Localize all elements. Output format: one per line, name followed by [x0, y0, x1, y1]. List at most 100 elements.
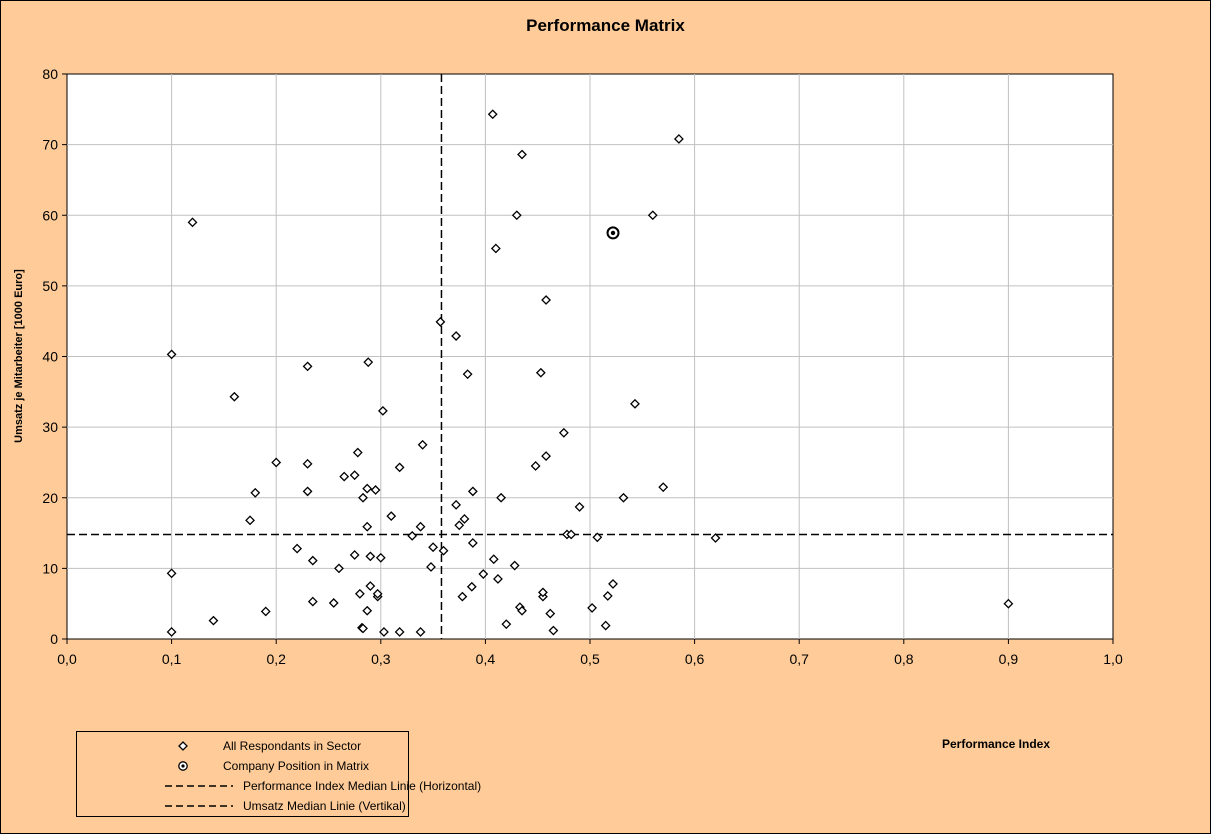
- respondant-point: [566, 529, 577, 540]
- respondant-point: [517, 149, 527, 160]
- legend-item-respondants: All Respondants in Sector: [77, 736, 407, 756]
- legend-item-median-horizontal: Performance Index Median Linie (Horizont…: [77, 776, 481, 796]
- respondant-point: [415, 521, 426, 532]
- respondant-point: [362, 483, 373, 494]
- respondant-point: [229, 391, 240, 402]
- x-tick-label: 0,2: [266, 651, 286, 667]
- x-tick-label: 0,8: [894, 651, 914, 667]
- respondant-point: [548, 625, 559, 636]
- respondant-point: [362, 605, 373, 616]
- respondant-point: [673, 134, 684, 144]
- respondant-point: [451, 499, 462, 510]
- respondant-point: [407, 530, 418, 541]
- respondant-point: [658, 482, 669, 493]
- respondant-point: [166, 568, 177, 579]
- respondant-point: [328, 598, 339, 608]
- respondant-point: [271, 457, 282, 468]
- respondant-point: [250, 487, 261, 498]
- x-tick-label: 0,6: [685, 651, 705, 667]
- y-axis-title: Umsatz je Mitarbeiter [1000 Euro]: [13, 269, 25, 443]
- respondant-point: [349, 470, 360, 481]
- x-tick-label: 0,3: [371, 651, 391, 667]
- y-tick-label: 30: [42, 419, 58, 435]
- respondant-point: [535, 367, 546, 378]
- respondant-point: [647, 210, 658, 221]
- respondant-point: [352, 447, 363, 458]
- respondant-point: [379, 627, 389, 637]
- y-tick-label: 80: [42, 66, 58, 82]
- respondant-point: [302, 486, 313, 497]
- reference-lines: [67, 74, 1113, 639]
- respondant-point: [574, 502, 585, 512]
- respondant-point: [454, 520, 465, 531]
- respondant-point: [493, 574, 503, 584]
- legend-diamond-marker: [178, 741, 188, 751]
- respondant-point: [511, 210, 522, 221]
- x-tick-label: 0,1: [162, 651, 182, 667]
- respondant-point: [457, 591, 468, 602]
- y-tick-label: 20: [42, 490, 58, 506]
- respondant-point: [541, 451, 551, 462]
- respondant-point: [365, 581, 376, 591]
- y-tick-label: 10: [42, 560, 58, 576]
- respondant-point: [1003, 598, 1014, 609]
- respondant-point: [307, 596, 318, 607]
- x-tick-label: 0,0: [57, 651, 77, 667]
- respondant-point: [435, 316, 446, 327]
- respondant-point: [260, 606, 271, 617]
- axes: 0,0 0,1 0,2 0,3 0,4 0,5 0,6 0,7 0,8 0,9 1,0 0 10 20 30…: [42, 66, 1123, 667]
- respondant-point: [558, 427, 569, 438]
- respondant-point: [245, 515, 255, 526]
- respondant-point: [602, 590, 613, 601]
- respondant-point: [541, 295, 551, 305]
- respondant-point: [370, 485, 381, 495]
- respondant-point: [459, 514, 470, 524]
- respondant-point: [710, 533, 721, 543]
- y-tick-label: 50: [42, 278, 58, 294]
- legend-label: Umsatz Median Linie (Vertikal): [243, 799, 406, 813]
- respondant-point: [467, 486, 478, 497]
- respondant-point: [630, 398, 640, 409]
- respondant-point: [415, 627, 426, 637]
- respondant-point: [478, 569, 489, 579]
- y-tick-label: 60: [42, 207, 58, 223]
- respondant-point: [302, 361, 313, 372]
- respondant-point: [417, 439, 428, 450]
- x-tick-label: 0,7: [789, 651, 809, 667]
- respondant-point: [587, 603, 598, 613]
- x-tick-label: 0,5: [580, 651, 600, 667]
- respondant-point: [372, 588, 383, 599]
- respondant-point: [394, 462, 405, 473]
- respondant-point: [538, 587, 548, 598]
- respondant-point: [339, 471, 350, 482]
- respondant-point: [462, 369, 473, 380]
- respondant-point: [490, 243, 501, 254]
- respondant-point: [618, 492, 629, 503]
- legend-item-median-vertical: Umsatz Median Linie (Vertikal): [77, 796, 407, 816]
- respondant-point: [208, 615, 219, 626]
- y-tick-label: 70: [42, 137, 58, 153]
- y-tick-label: 40: [42, 349, 58, 365]
- respondant-point: [608, 578, 618, 589]
- respondant-point: [166, 627, 177, 637]
- respondant-point: [530, 461, 541, 471]
- respondant-point: [358, 492, 368, 503]
- respondant-point: [386, 511, 397, 522]
- respondant-point: [428, 542, 439, 553]
- respondant-point: [377, 405, 388, 416]
- legend-dashed-line: [165, 785, 233, 787]
- y-tick-label: 0: [50, 631, 58, 647]
- respondant-point: [307, 555, 318, 566]
- company-position-point: [606, 226, 620, 240]
- respondant-point: [362, 521, 373, 532]
- respondant-point: [302, 458, 313, 469]
- legend-label: Performance Index Median Linie (Horizont…: [243, 779, 482, 793]
- x-axis-title: Performance Index: [941, 737, 1051, 751]
- respondant-point: [363, 357, 374, 368]
- respondant-point: [509, 560, 520, 571]
- respondant-point: [467, 538, 478, 548]
- respondant-point: [451, 331, 462, 341]
- respondant-point: [487, 109, 498, 120]
- x-tick-label: 0,9: [999, 651, 1019, 667]
